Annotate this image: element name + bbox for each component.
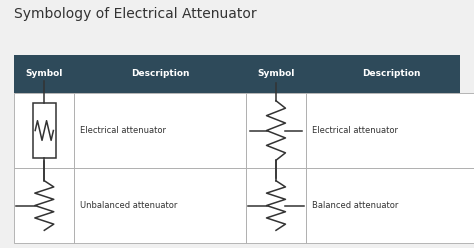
Text: Electrical attenuator: Electrical attenuator — [312, 126, 398, 135]
Bar — [246, 93, 306, 168]
Bar — [246, 168, 306, 243]
Text: Symbology of Electrical Attenuator: Symbology of Electrical Attenuator — [14, 7, 257, 21]
Text: Description: Description — [131, 69, 190, 78]
Text: Symbol: Symbol — [26, 69, 63, 78]
Bar — [306, 93, 474, 168]
Bar — [74, 93, 246, 168]
Bar — [74, 168, 246, 243]
Bar — [14, 168, 74, 243]
Bar — [14, 55, 460, 93]
Text: Symbol: Symbol — [257, 69, 295, 78]
Text: Balanced attenuator: Balanced attenuator — [312, 201, 398, 210]
Bar — [14, 93, 74, 168]
Text: Unbalanced attenuator: Unbalanced attenuator — [80, 201, 177, 210]
Bar — [306, 168, 474, 243]
Text: Description: Description — [363, 69, 421, 78]
Bar — [33, 103, 55, 158]
Text: Electrical attenuator: Electrical attenuator — [80, 126, 166, 135]
